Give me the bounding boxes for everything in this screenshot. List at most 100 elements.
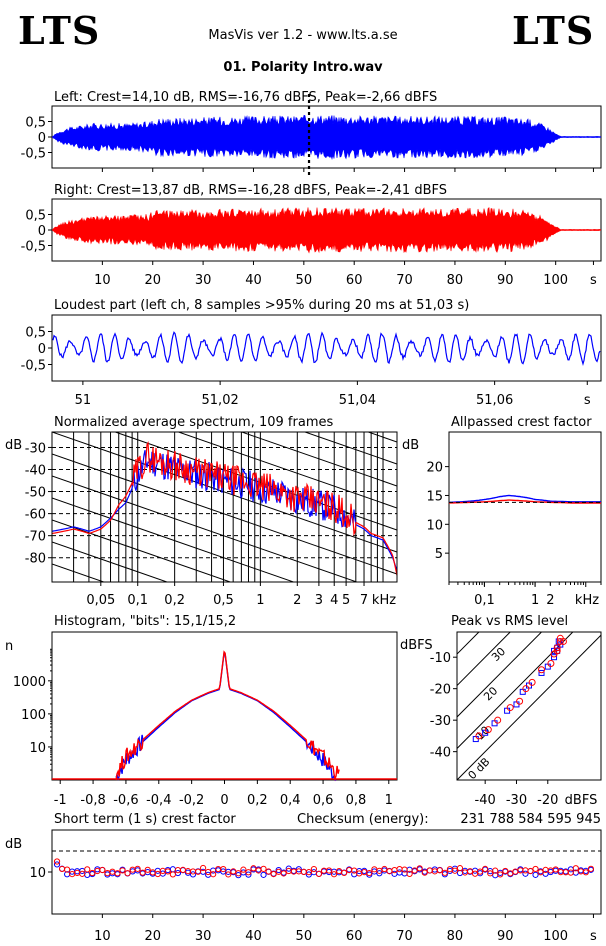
average-spectrum-xtick-label: 0,1 — [127, 593, 148, 608]
short-term-crest-point-right — [270, 871, 277, 878]
peak-vs-rms-crest-label: 0 dB — [466, 755, 493, 782]
short-term-crest-point-left — [532, 871, 539, 878]
short-term-crest-point-right — [341, 869, 348, 876]
allpassed-crest-title: Allpassed crest factor — [451, 415, 592, 430]
short-term-crest-point-right — [114, 870, 121, 877]
short-term-crest-point-left — [285, 865, 292, 872]
peak-vs-rms-point-left — [538, 669, 545, 676]
loudest-part-xtick-label: 51,06 — [476, 393, 513, 408]
short-term-crest-point-right — [58, 865, 66, 873]
short-term-crest-title: Short term (1 s) crest factor — [54, 812, 236, 827]
average-spectrum-xtick-label: 5 — [342, 593, 350, 608]
peak-vs-rms-point-right — [547, 659, 555, 667]
short-term-crest-point-right — [154, 870, 161, 878]
average-spectrum-slope-line — [303, 432, 397, 465]
peak-vs-rms-ytick-label: -40 — [430, 746, 451, 761]
short-term-crest-point-right — [280, 870, 287, 877]
short-term-crest-point-right — [466, 868, 474, 875]
short-term-crest-point-right — [582, 869, 589, 876]
allpassed-crest-xtick-label: 2 — [546, 593, 554, 608]
short-term-crest-point-right — [567, 869, 574, 876]
short-term-crest-point-right — [411, 867, 418, 874]
average-spectrum-xtick-label: 7 — [360, 593, 368, 608]
histogram-xtick-label: 0,2 — [247, 793, 268, 808]
short-term-crest-point-left — [260, 871, 267, 878]
histogram-xtick-label: -1 — [54, 793, 67, 808]
short-term-crest-point-left — [169, 866, 176, 873]
allpassed-crest-series — [448, 499, 601, 504]
short-term-crest-point-right — [451, 867, 459, 874]
short-term-crest-point-right — [492, 867, 499, 874]
average-spectrum-ytick-label: -50 — [25, 486, 46, 501]
left-waveform-ytick-label: 0 — [38, 131, 46, 146]
short-term-crest-point-right — [502, 867, 509, 875]
short-term-crest-point-right — [330, 871, 338, 878]
short-term-crest-point-right — [84, 866, 91, 873]
peak-vs-rms-crest-line — [457, 632, 511, 686]
short-term-crest-point-right — [305, 869, 312, 876]
short-term-crest-point-right — [477, 868, 484, 875]
loudest-part-ytick-label: 0 — [38, 342, 46, 357]
short-term-crest-point-right — [456, 865, 464, 872]
right-waveform-xtick-label: s — [590, 273, 597, 288]
short-term-crest-xtick-label: 70 — [396, 929, 413, 944]
peak-vs-rms-point-right — [538, 666, 546, 674]
short-term-crest-point-right — [200, 864, 207, 872]
short-term-crest-point-right — [164, 868, 171, 875]
peak-vs-rms-point-right — [553, 644, 561, 652]
short-term-crest-point-right — [265, 868, 272, 875]
short-term-crest-point-right — [406, 870, 413, 877]
average-spectrum-slope-line — [52, 652, 397, 772]
short-term-crest-point-right — [315, 870, 323, 877]
short-term-crest-point-right — [210, 871, 217, 878]
peak-vs-rms-xtick-label: -30 — [506, 793, 527, 808]
average-spectrum-ytick-label: -80 — [25, 552, 46, 567]
peak-vs-rms-crest-label: 30 — [489, 645, 508, 664]
allpassed-crest-xlabel: kHz — [575, 593, 599, 608]
allpassed-crest-ytick-label: 15 — [426, 489, 443, 504]
right-waveform-xtick-label: 90 — [497, 273, 514, 288]
peak-vs-rms-ytick-label: -30 — [430, 714, 451, 729]
peak-vs-rms-frame — [456, 631, 602, 781]
average-spectrum-slope-line — [52, 674, 397, 794]
short-term-crest-point-right — [532, 865, 539, 873]
average-spectrum-ylabel: dB — [5, 438, 22, 453]
short-term-crest-point-right — [53, 858, 61, 865]
short-term-crest-point-right — [587, 865, 595, 872]
peak-vs-rms-crest-line — [457, 632, 543, 718]
short-term-crest-point-right — [396, 866, 403, 873]
peak-vs-rms-crest-label: 20 — [481, 684, 500, 703]
histogram-xtick-label: 0 — [220, 793, 228, 808]
left-waveform-ytick-label: 0,5 — [25, 116, 46, 131]
lts-logo-left: LTS — [18, 8, 101, 53]
peak-vs-rms-crest-line — [457, 634, 601, 780]
short-term-crest-point-right — [225, 871, 232, 878]
loudest-part-ytick-label: 0,5 — [25, 326, 46, 341]
average-spectrum-grid — [52, 234, 397, 794]
peak-vs-rms-point-right — [556, 637, 564, 645]
short-term-crest-xtick-label: 10 — [94, 929, 111, 944]
checksum-label: Checksum (energy): — [297, 812, 429, 827]
short-term-crest-point-left — [522, 870, 529, 877]
right-waveform-xtick-label: 100 — [543, 273, 568, 288]
peak-vs-rms-point-right — [528, 678, 536, 686]
short-term-crest-point-right — [386, 868, 393, 875]
peak-vs-rms-point-right — [522, 685, 530, 693]
loudest-part-frame — [51, 314, 602, 382]
short-term-crest-point-right — [205, 868, 212, 876]
short-term-crest-xtick-label: 50 — [296, 929, 313, 944]
short-term-crest-point-right — [426, 867, 433, 874]
short-term-crest-ytick-label: 10 — [29, 866, 46, 881]
average-spectrum-ytick-label: -40 — [25, 464, 46, 479]
average-spectrum-slope-line — [52, 234, 397, 354]
average-spectrum-xtick-label: 1 — [256, 593, 264, 608]
short-term-crest-ylabel: dB — [5, 837, 22, 852]
average-spectrum-ytick-label: -70 — [25, 530, 46, 545]
short-term-crest-point-right — [99, 866, 106, 874]
short-term-crest-point-right — [572, 865, 579, 872]
peak-vs-rms-crest-line — [457, 632, 574, 749]
short-term-crest-point-right — [250, 865, 257, 872]
short-term-crest-point-right — [401, 866, 408, 873]
histogram-ytick-label: 10 — [29, 741, 46, 756]
short-term-crest-point-left — [53, 861, 61, 868]
